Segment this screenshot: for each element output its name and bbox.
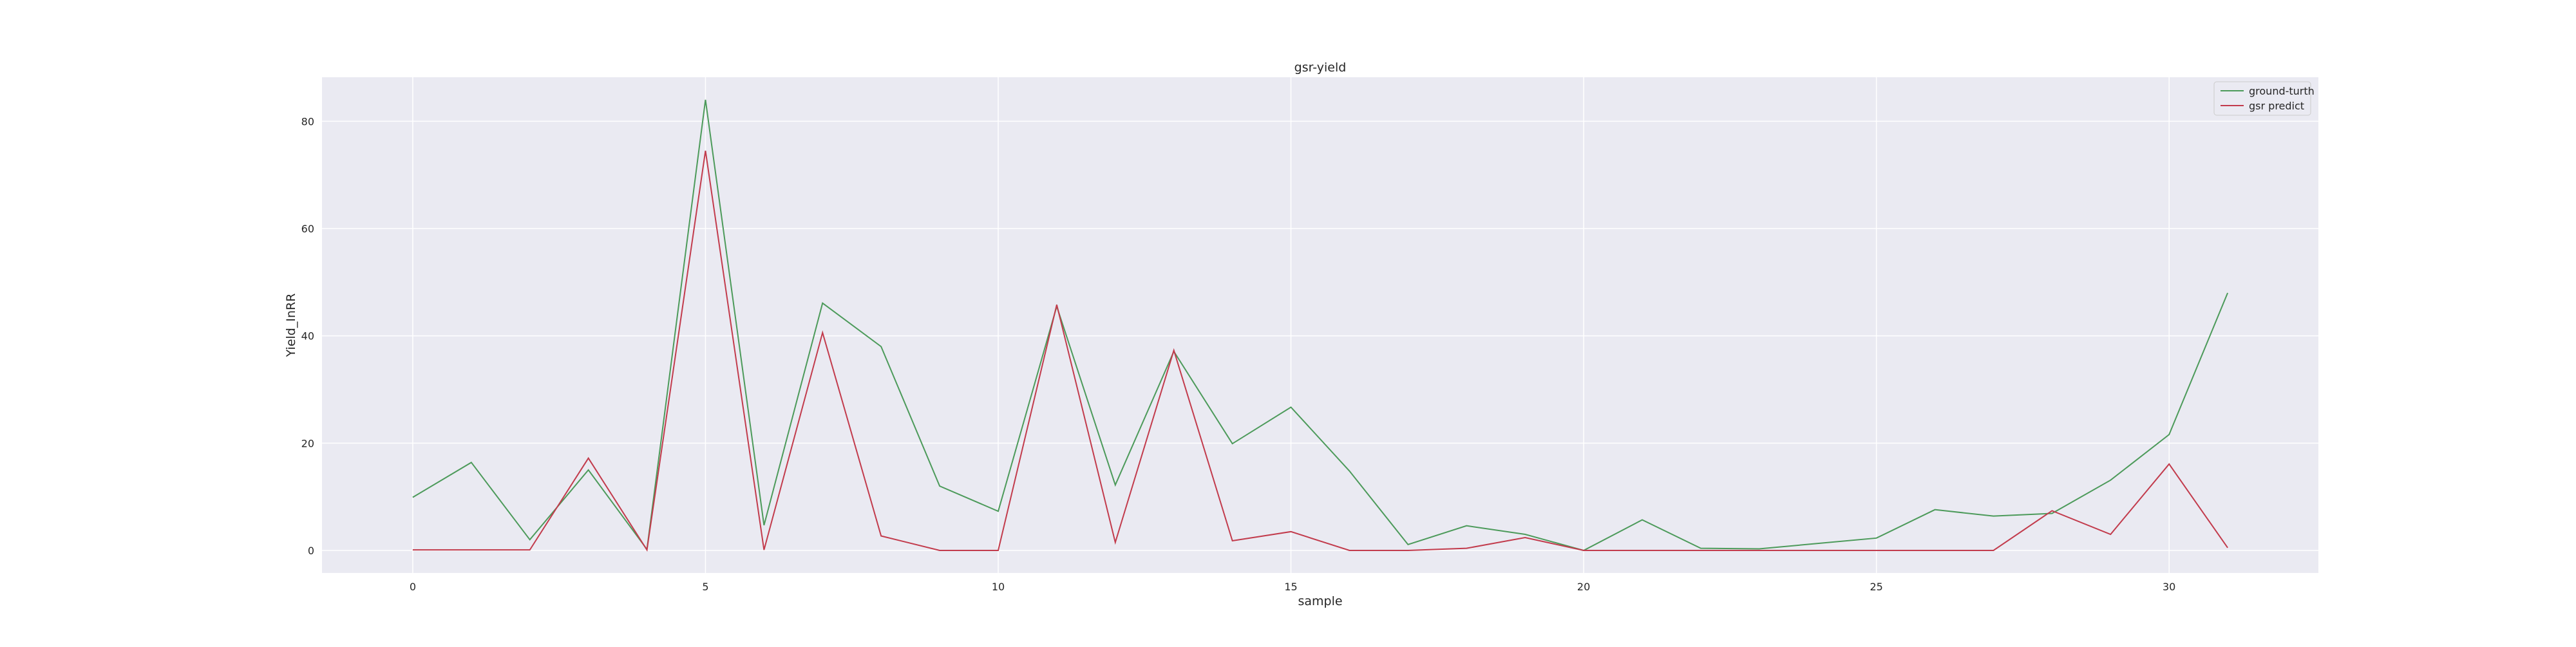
tick-labels: 0 5 10 15 20 25 30 0 20 40 60 80 — [301, 115, 2176, 593]
legend: ground-turth gsr predict — [2213, 81, 2315, 116]
legend-label-gsr-predict: gsr predict — [2249, 100, 2304, 112]
series-line-gsr-predict — [412, 151, 2228, 552]
series-lines — [412, 99, 2229, 552]
y-tick-label-0: 0 — [308, 545, 314, 557]
chart-title: gsr-yield — [1294, 61, 1347, 75]
y-tick-label-20: 20 — [301, 437, 314, 449]
grid-lines — [322, 77, 2318, 573]
plot-area — [322, 77, 2318, 573]
x-tick-label-10: 10 — [992, 581, 1005, 593]
x-axis-label: sample — [1298, 594, 1342, 608]
series-line-ground-turth — [412, 99, 2229, 552]
x-tick-label-20: 20 — [1577, 581, 1590, 593]
y-tick-label-60: 60 — [301, 223, 314, 235]
x-tick-label-30: 30 — [2163, 581, 2175, 593]
legend-label-ground-turth: ground-turth — [2249, 85, 2315, 97]
x-tick-label-15: 15 — [1284, 581, 1297, 593]
x-tick-label-0: 0 — [410, 581, 416, 593]
y-tick-label-40: 40 — [301, 330, 314, 342]
x-tick-label-25: 25 — [1870, 581, 1882, 593]
y-axis-label: Yield_InRR — [284, 294, 298, 358]
y-tick-label-80: 80 — [301, 115, 314, 127]
x-tick-label-5: 5 — [702, 581, 708, 593]
